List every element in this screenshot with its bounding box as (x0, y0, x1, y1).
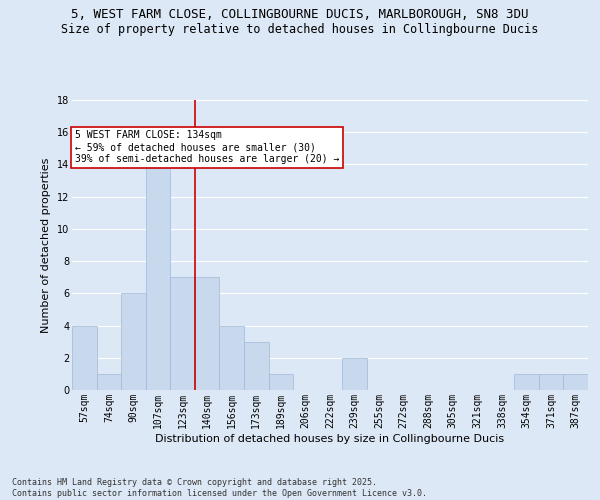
Bar (514, 374, 539, 390)
Bar (220, 326, 244, 390)
Bar (170, 277, 195, 390)
Text: 5 WEST FARM CLOSE: 134sqm
← 59% of detached houses are smaller (30)
39% of semi-: 5 WEST FARM CLOSE: 134sqm ← 59% of detac… (74, 130, 339, 164)
Bar (269, 374, 293, 390)
Bar (97, 374, 121, 390)
Bar (72, 326, 97, 390)
Bar (244, 342, 269, 390)
X-axis label: Distribution of detached houses by size in Collingbourne Ducis: Distribution of detached houses by size … (155, 434, 505, 444)
Text: Contains HM Land Registry data © Crown copyright and database right 2025.
Contai: Contains HM Land Registry data © Crown c… (12, 478, 427, 498)
Bar (539, 374, 563, 390)
Y-axis label: Number of detached properties: Number of detached properties (41, 158, 51, 332)
Bar (563, 374, 588, 390)
Text: 5, WEST FARM CLOSE, COLLINGBOURNE DUCIS, MARLBOROUGH, SN8 3DU: 5, WEST FARM CLOSE, COLLINGBOURNE DUCIS,… (71, 8, 529, 20)
Bar (146, 164, 170, 390)
Text: Size of property relative to detached houses in Collingbourne Ducis: Size of property relative to detached ho… (61, 22, 539, 36)
Bar (195, 277, 220, 390)
Bar (342, 358, 367, 390)
Bar (121, 294, 146, 390)
